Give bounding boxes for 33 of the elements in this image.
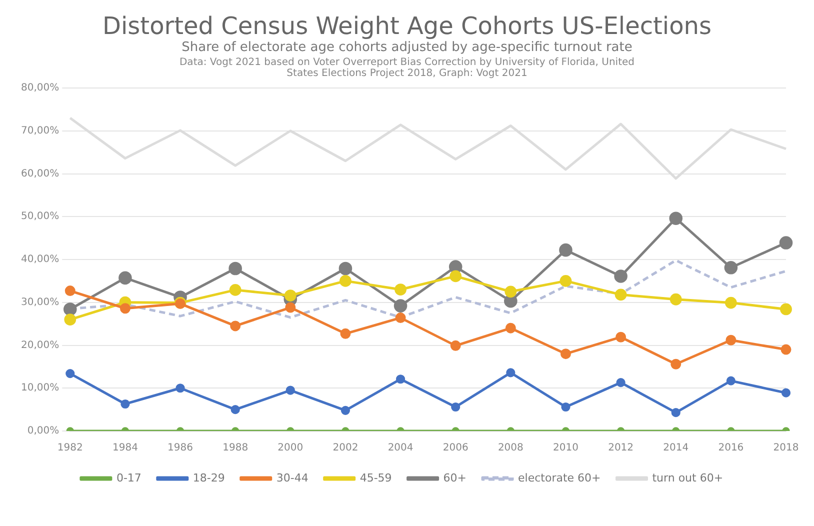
- legend-label: turn out 60+: [652, 471, 724, 484]
- chart-title: Distorted Census Weight Age Cohorts US-Elections: [102, 11, 712, 40]
- x-tick-label: 2012: [608, 442, 634, 454]
- y-tick-label: 80,00%: [20, 82, 60, 94]
- y-tick-label: 40,00%: [20, 254, 60, 266]
- legend-label: electorate 60+: [518, 471, 601, 484]
- x-tick-label: 1988: [222, 442, 248, 454]
- legend-label: 30-44: [276, 471, 308, 484]
- text: Data: Vogt 2021 based on Voter Overreport Bias Correction by University of Florida, United States Elections Project 2018, Graph: Vogt 2021: [178, 57, 636, 79]
- legend-label: 45-59: [360, 471, 392, 484]
- legend-label: 18-29: [192, 471, 225, 484]
- x-tick-label: 2008: [498, 442, 524, 454]
- x-tick-label: 2016: [718, 442, 744, 454]
- y-tick-label: 70,00%: [20, 125, 60, 136]
- x-tick-label: 2002: [332, 442, 358, 454]
- x-tick-label: 2004: [388, 442, 414, 454]
- legend-label: 0-17: [116, 471, 142, 484]
- x-tick-label: 1982: [57, 442, 83, 454]
- y-tick-label: 50,00%: [20, 211, 60, 222]
- x-tick-label: 1984: [112, 442, 138, 454]
- legend-label: 60+: [443, 471, 467, 484]
- y-tick-label: 20,00%: [20, 340, 60, 351]
- x-tick-label: 2000: [278, 442, 304, 454]
- x-tick-label: 2018: [773, 442, 799, 454]
- y-tick-label: 60,00%: [20, 168, 60, 180]
- y-tick-label: 30,00%: [20, 296, 60, 308]
- chart-subtitle: Share of electorate age cohorts adjusted by age-specific turnout rate: [180, 40, 634, 55]
- x-tick-label: 2014: [663, 442, 689, 454]
- y-tick-label: 0,00%: [27, 426, 60, 437]
- x-tick-label: 2010: [553, 442, 578, 454]
- y-tick-label: 10,00%: [20, 382, 60, 394]
- x-tick-label: 2006: [442, 442, 468, 454]
- x-tick-label: 1986: [168, 442, 193, 454]
